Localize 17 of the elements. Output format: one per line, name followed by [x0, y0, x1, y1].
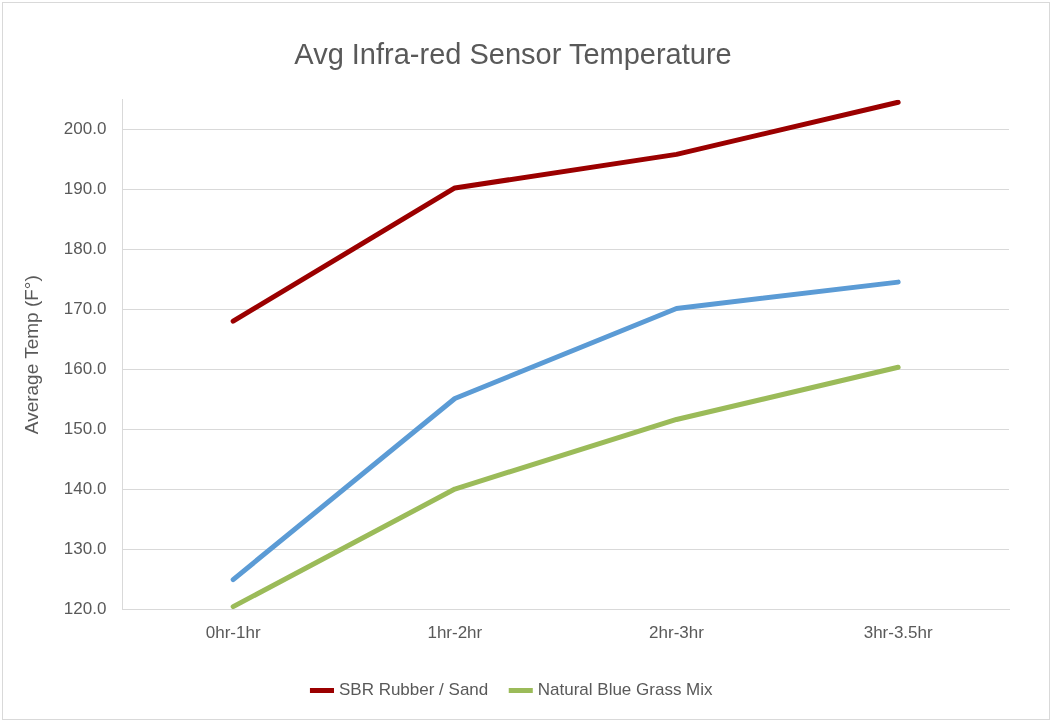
y-axis-title: Average Temp (F°)	[20, 275, 42, 435]
y-tick-label: 170.0	[63, 299, 107, 319]
x-tick-label: 1hr-2hr	[427, 623, 483, 643]
x-tick-label: 3hr-3.5hr	[863, 623, 933, 643]
chart-title: Avg Infra-red Sensor Temperature	[294, 38, 732, 71]
legend-label: SBR Rubber / Sand	[338, 680, 489, 700]
legend-label: Natural Blue Grass Mix	[537, 680, 714, 700]
x-tick-label: 2hr-3hr	[649, 623, 705, 643]
y-tick-label: 190.0	[63, 179, 107, 199]
y-tick-label: 150.0	[63, 419, 107, 439]
y-tick-label: 130.0	[63, 539, 107, 559]
y-tick-label: 160.0	[63, 359, 107, 379]
x-tick-label: 0hr-1hr	[205, 623, 261, 643]
y-tick-label: 180.0	[63, 239, 107, 259]
y-tick-label: 200.0	[63, 119, 107, 139]
y-tick-label: 140.0	[63, 479, 107, 499]
y-tick-label: 120.0	[63, 599, 107, 619]
